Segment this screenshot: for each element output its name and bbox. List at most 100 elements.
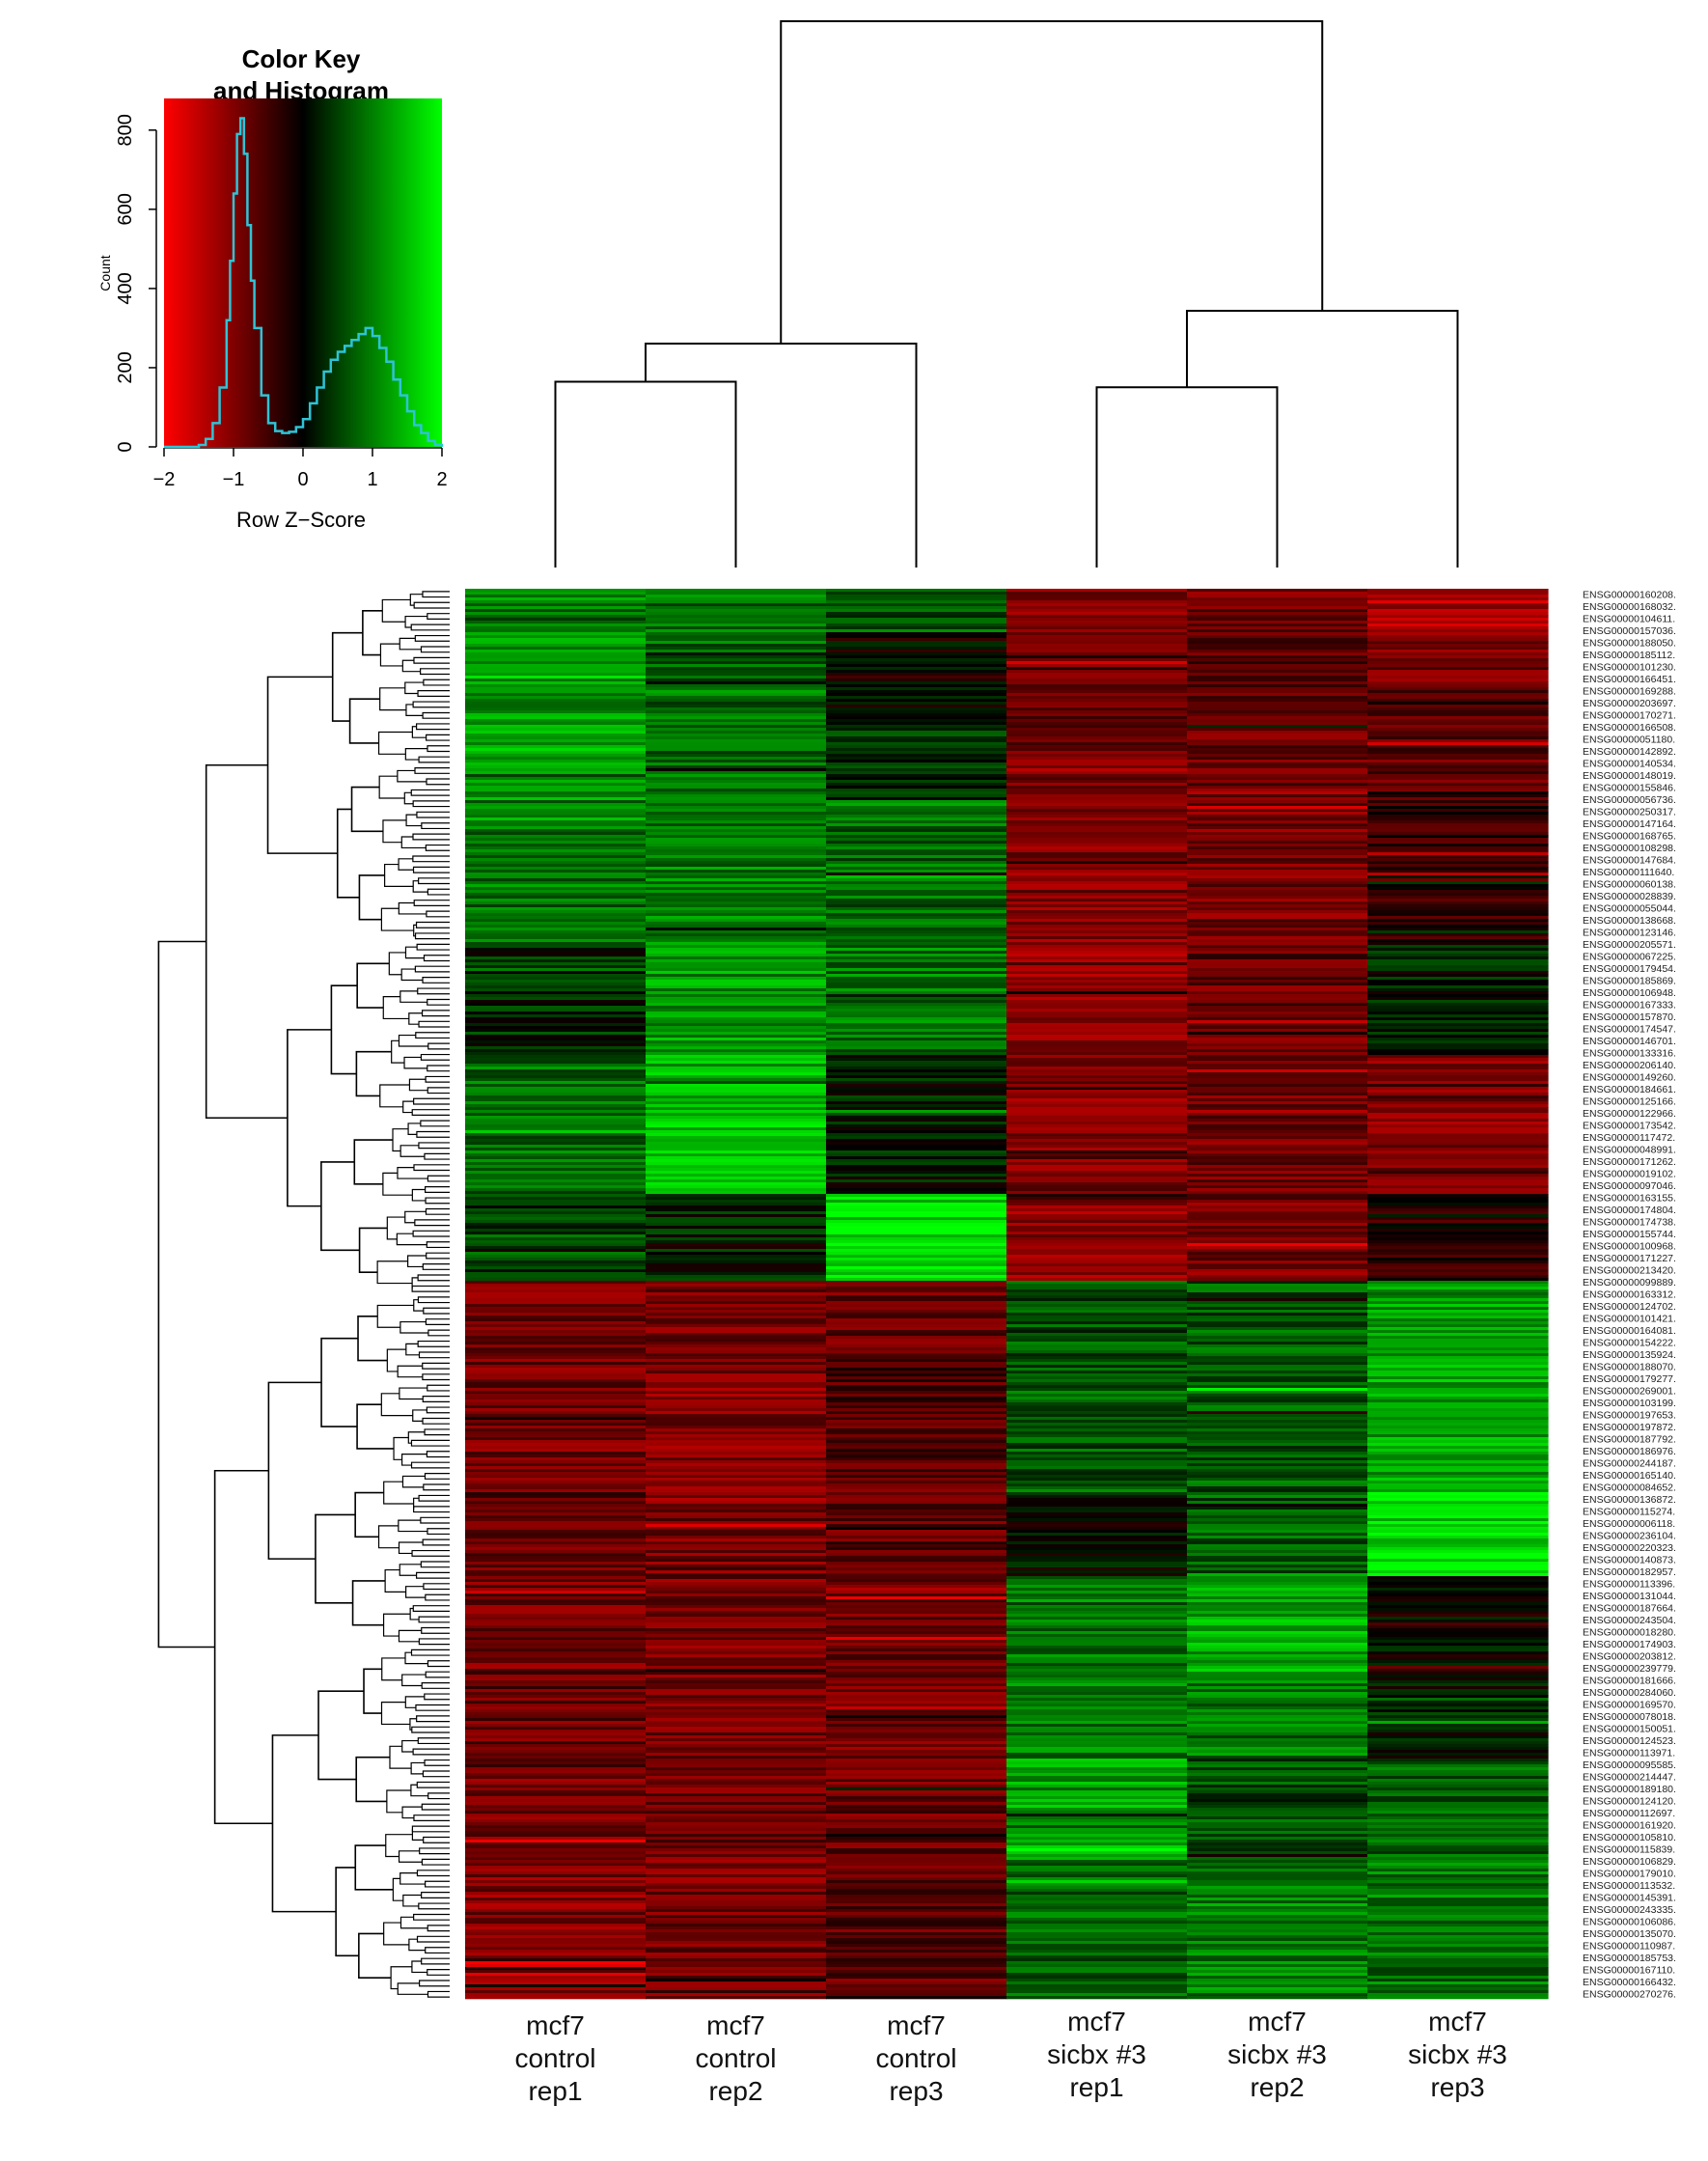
heatmap-cell [826,1808,1007,1812]
heatmap-cell [646,681,827,685]
heatmap-cell [1006,690,1188,694]
heatmap-cell [1187,1243,1368,1247]
heatmap-cell [465,1984,647,1988]
heatmap-cell [1367,1443,1549,1447]
row-label: ENSG00000146701. [1583,1036,1676,1047]
heatmap-cell [1187,1469,1368,1473]
heatmap-cell [465,1593,647,1597]
heatmap-cell [465,1449,647,1453]
heatmap-cell [646,849,827,853]
heatmap-grid [465,589,1549,2000]
heatmap-cell [465,1211,647,1215]
heatmap-cell [1367,789,1549,792]
heatmap-cell [1187,1434,1368,1438]
row-dendrogram-branch [382,996,409,1020]
heatmap-cell [826,844,1007,847]
heatmap-cell [465,638,647,642]
heatmap-cell [1187,1538,1368,1542]
heatmap-cell [1367,696,1549,700]
heatmap-cell [465,1278,647,1282]
heatmap-cell [1006,589,1188,593]
heatmap-cell [1006,997,1188,1001]
heatmap-cell [1006,1220,1188,1224]
heatmap-cell [1187,829,1368,833]
heatmap-cell [465,1347,647,1351]
heatmap-cell [1367,965,1549,969]
heatmap-cell [1367,1237,1549,1241]
heatmap-cell [1187,1822,1368,1826]
heatmap-cell [646,615,827,619]
row-label: ENSG00000135070. [1583,1928,1676,1940]
heatmap-cell [1187,1799,1368,1803]
heatmap-cell [1187,1877,1368,1881]
heatmap-cell [465,1822,647,1826]
heatmap-cell [1187,1463,1368,1467]
heatmap-cell [1367,1984,1549,1988]
row-dendrogram-branch [410,623,450,631]
heatmap-cell [1367,1709,1549,1713]
heatmap-cell [646,1211,827,1215]
heatmap-cell [646,1753,827,1757]
heatmap-cell [1187,1541,1368,1545]
heatmap-cell [465,1133,647,1137]
heatmap-cell [1187,1518,1368,1522]
heatmap-cell [465,1721,647,1725]
row-dendrogram-branch [404,946,425,959]
heatmap-cell [646,951,827,955]
heatmap-cell [1187,1608,1368,1612]
heatmap-cell [646,1979,827,1982]
heatmap-cell [465,1414,647,1418]
heatmap-cell [826,884,1007,888]
heatmap-cell [1367,716,1549,720]
heatmap-cell [826,1318,1007,1322]
heatmap-cell [826,925,1007,928]
heatmap-cell [1367,1040,1549,1044]
heatmap-cell [465,1692,647,1696]
heatmap-cell [465,1359,647,1363]
heatmap-cell [1187,595,1368,598]
row-label: ENSG00000150051. [1583,1723,1676,1734]
heatmap-cell [826,951,1007,955]
heatmap-cell [1187,1964,1368,1968]
heatmap-cell [1006,916,1188,920]
column-label-line: sicbx #3 [1047,2039,1146,2069]
heatmap-cell [1006,1347,1188,1351]
row-label: ENSG00000113396. [1583,1578,1675,1590]
heatmap-cell [826,1900,1007,1904]
heatmap-cell [1367,1504,1549,1508]
heatmap-cell [1187,693,1368,697]
heatmap-cell [646,1822,827,1826]
heatmap-cell [1187,1617,1368,1621]
heatmap-cell [1367,1179,1549,1183]
heatmap-cell [826,1061,1007,1065]
heatmap-cell [1006,800,1188,804]
heatmap-cell [646,1006,827,1010]
heatmap-cell [465,1200,647,1204]
heatmap-cell [826,1414,1007,1418]
heatmap-cell [646,1278,827,1282]
column-dendrogram-branch [554,380,737,568]
heatmap-cell [646,800,827,804]
heatmap-cell [1187,1816,1368,1820]
heatmap-cell [1367,739,1549,743]
heatmap-cell [465,623,647,627]
heatmap-cell [826,595,1007,598]
heatmap-cell [1187,1266,1368,1270]
heatmap-cell [465,1596,647,1600]
heatmap-cell [826,1530,1007,1534]
heatmap-cell [1006,1203,1188,1206]
heatmap-cell [826,1093,1007,1096]
heatmap-cell [646,1634,827,1638]
heatmap-cell [1187,1411,1368,1415]
row-dendrogram-branch [330,984,358,1075]
row-label: ENSG00000051180. [1583,734,1675,746]
heatmap-cell [1187,930,1368,934]
heatmap-cell [1006,1295,1188,1299]
heatmap-cell [1006,1735,1188,1739]
heatmap-cell [826,1507,1007,1510]
heatmap-cell [465,1973,647,1977]
heatmap-cell [1006,661,1188,665]
row-label: ENSG00000148019. [1583,770,1676,782]
row-label: ENSG00000187664. [1583,1602,1676,1614]
heatmap-cell [1187,1819,1368,1823]
